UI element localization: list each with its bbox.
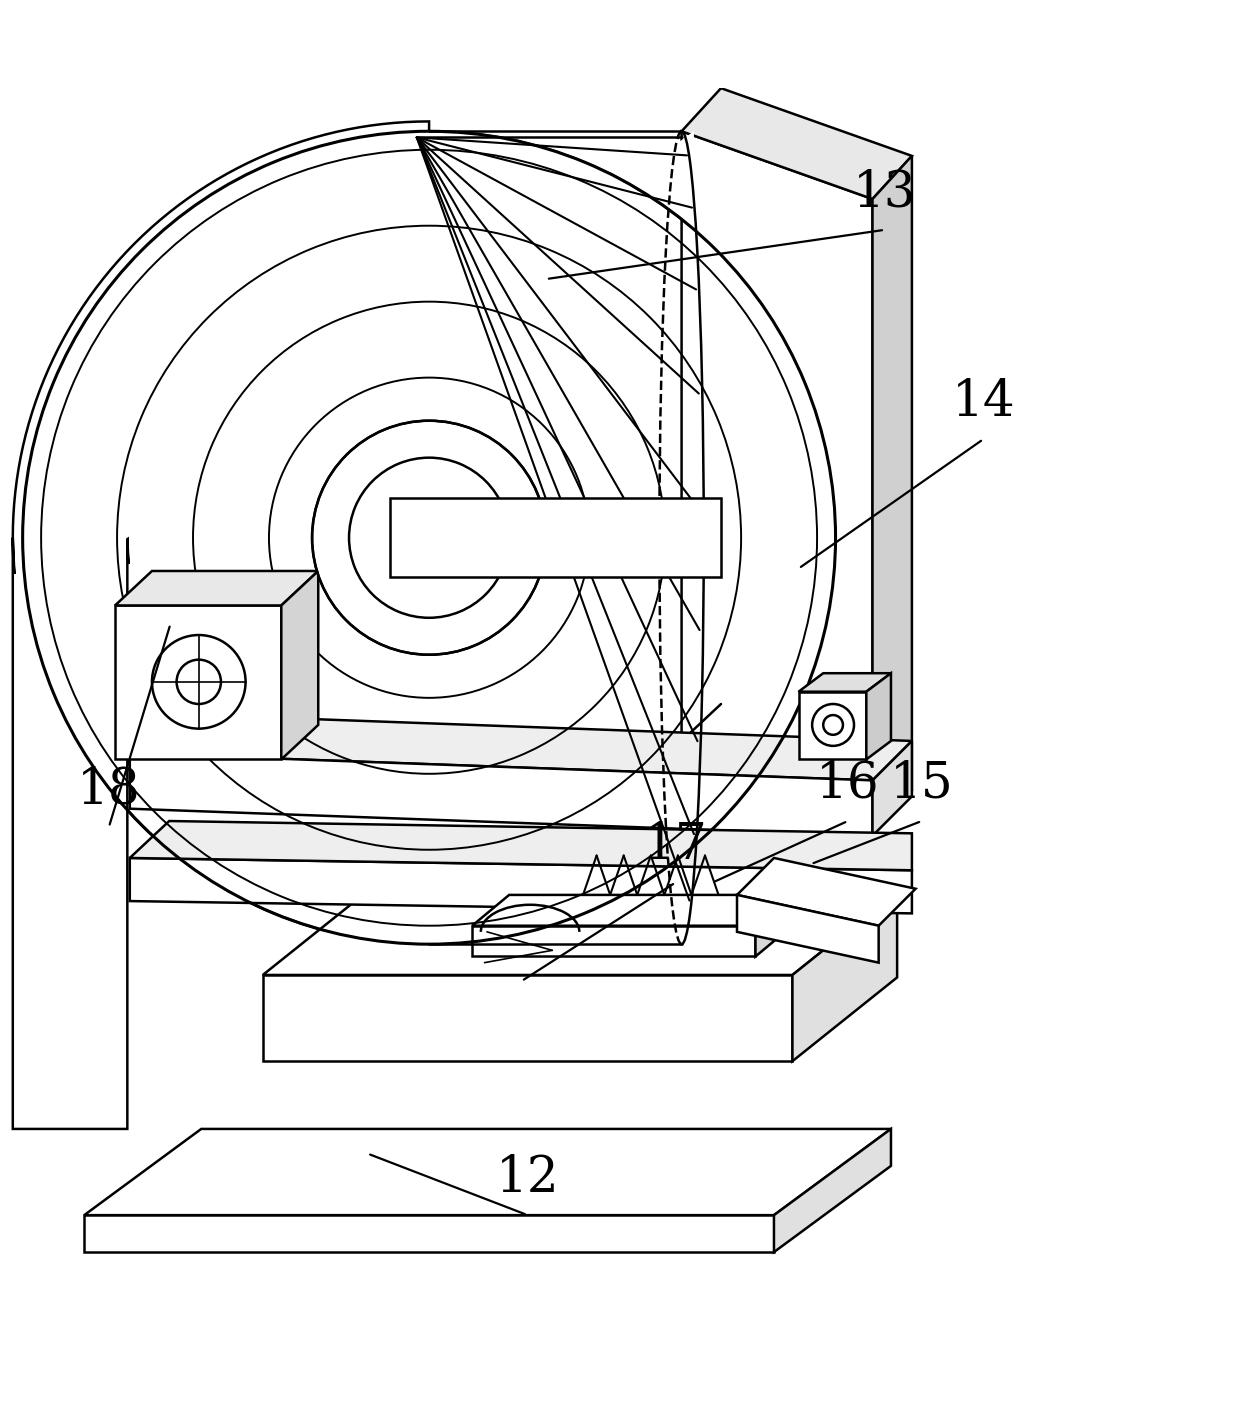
Text: 12: 12 [496, 1153, 559, 1202]
Polygon shape [472, 925, 755, 956]
Polygon shape [472, 895, 792, 925]
Text: 13: 13 [853, 168, 916, 218]
Polygon shape [263, 891, 897, 974]
Polygon shape [873, 741, 911, 836]
Text: 14: 14 [951, 377, 1016, 427]
Polygon shape [873, 156, 911, 826]
Polygon shape [682, 131, 873, 826]
Text: 15: 15 [890, 759, 954, 808]
Text: 17: 17 [644, 821, 707, 870]
Polygon shape [389, 498, 720, 577]
Polygon shape [799, 673, 892, 691]
Polygon shape [737, 857, 915, 925]
Polygon shape [755, 895, 792, 956]
Polygon shape [281, 572, 319, 759]
Polygon shape [737, 895, 879, 963]
Polygon shape [867, 673, 892, 759]
Polygon shape [792, 891, 897, 1062]
Circle shape [22, 131, 836, 945]
Text: 18: 18 [77, 766, 140, 815]
Polygon shape [130, 753, 873, 836]
Text: 16: 16 [816, 759, 879, 808]
Polygon shape [84, 1215, 774, 1252]
Polygon shape [12, 121, 429, 1129]
Polygon shape [115, 572, 319, 605]
Polygon shape [84, 1129, 892, 1215]
Circle shape [312, 421, 546, 655]
Polygon shape [130, 857, 911, 914]
Polygon shape [774, 1129, 892, 1252]
Polygon shape [263, 974, 792, 1062]
Polygon shape [130, 821, 911, 870]
Polygon shape [682, 89, 911, 199]
Polygon shape [115, 605, 281, 759]
Polygon shape [799, 691, 867, 759]
Polygon shape [130, 714, 911, 780]
Polygon shape [22, 131, 836, 945]
